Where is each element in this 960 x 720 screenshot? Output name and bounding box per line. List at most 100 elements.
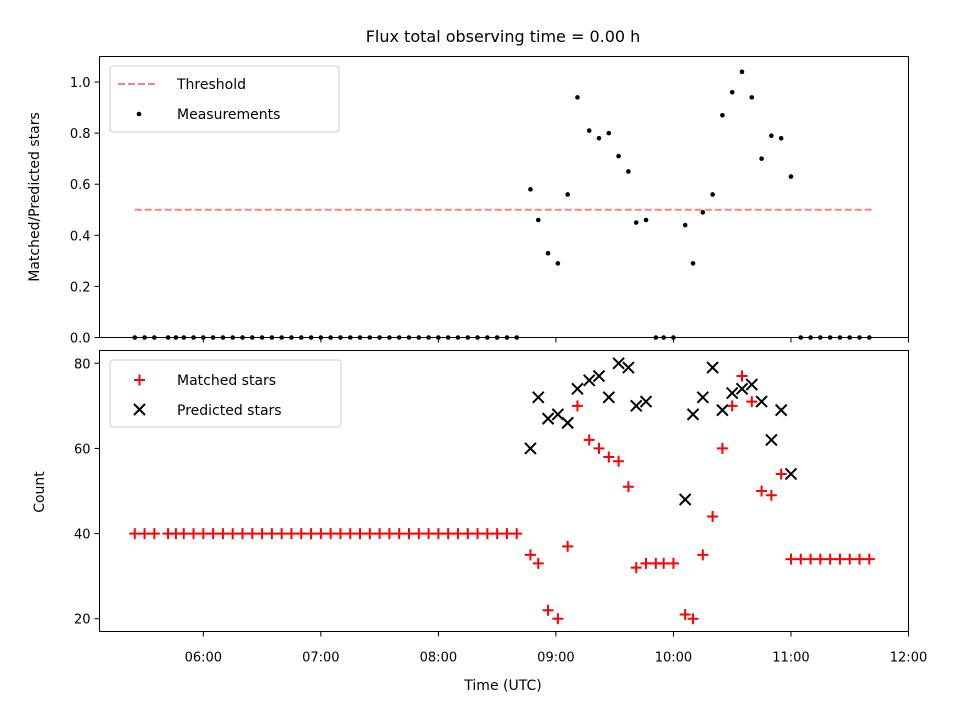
y-tick-label: 20 [74,613,91,628]
data-point [552,613,564,625]
data-point [612,357,625,370]
y-tick-label: 0.0 [70,332,91,347]
data-point [616,153,621,159]
data-point [432,528,444,540]
data-point [197,528,209,540]
data-point [542,604,554,616]
x-axis-label: Time (UTC) [463,678,541,694]
bottom-x-ticks: 06:00 07:00 08:00 09:00 10:00 11:00 12:00 [185,631,927,666]
data-point [745,378,759,391]
data-point [834,553,846,565]
data-point [735,382,749,396]
data-point [854,553,866,565]
data-point [667,557,679,569]
data-point [207,528,219,540]
data-point [686,408,700,421]
top-panel: Flux total observing time = 0.00 h Match… [27,27,909,347]
y-tick-label: 0.6 [70,178,91,193]
data-point [583,434,595,446]
data-point [778,135,784,141]
data-point [593,442,605,454]
data-point [769,133,774,138]
data-point [545,250,551,256]
series-matched-stars [129,370,875,625]
legend-measurements-label: Measurements [177,107,280,123]
bottom-legend: Matched stars Predicted stars [109,359,342,428]
data-point [354,528,366,540]
data-point [640,557,652,569]
data-point [630,399,643,413]
data-point [227,528,239,540]
data-point [678,493,692,506]
data-point [583,374,596,387]
data-point [344,528,356,540]
data-point [511,528,523,540]
data-point [129,528,141,540]
data-point [726,400,738,412]
data-point [679,608,691,620]
legend-measurements-swatch [136,111,142,117]
data-point [697,549,709,561]
data-point [687,613,699,625]
data-point [707,511,719,523]
data-point [383,528,395,540]
data-point [746,396,758,408]
data-point [217,528,229,540]
data-point [596,135,602,141]
data-point [658,557,670,569]
top-plot-frame [99,56,909,338]
data-point [606,130,612,136]
data-point [532,557,544,569]
data-point [575,95,580,100]
chart-title: Flux total observing time = 0.00 h [366,27,641,46]
data-point [315,528,327,540]
data-point [562,540,574,552]
data-point [491,528,503,540]
data-point [325,528,337,540]
data-point [413,528,425,540]
data-point [756,485,768,497]
data-point [765,433,778,447]
data-point [374,528,386,540]
data-point [178,528,190,540]
data-point [765,489,777,501]
data-point [481,528,493,540]
data-point [739,69,745,75]
legend-matched-swatch [134,374,145,386]
data-point [643,217,649,223]
x-tick-label: 06:00 [185,651,222,666]
data-point [716,403,729,417]
data-point [602,391,616,404]
x-tick-label: 07:00 [302,651,339,666]
data-point [285,528,297,540]
data-point [501,528,513,540]
bottom-plot-frame [99,350,909,632]
x-tick-label: 09:00 [537,651,574,666]
y-tick-label: 1.0 [70,76,91,91]
data-point [774,403,788,417]
data-point [236,528,248,540]
data-point [788,174,794,179]
data-point [626,169,631,174]
data-point [603,451,615,463]
data-point [423,528,435,540]
data-point [246,528,258,540]
data-point [863,553,875,565]
data-point [276,528,288,540]
data-point [524,442,537,455]
data-point [524,549,536,561]
data-point [639,395,653,408]
data-point [592,369,606,383]
data-point [700,210,706,215]
y-tick-label: 60 [74,442,91,457]
legend-threshold-label: Threshold [176,77,246,93]
top-legend: Threshold Measurements [109,65,340,133]
bottom-legend-box [109,359,342,428]
count-points [129,357,875,625]
data-point [725,386,739,400]
data-point [630,562,642,574]
data-point [452,528,464,540]
data-point [555,261,561,266]
data-point [586,128,592,133]
